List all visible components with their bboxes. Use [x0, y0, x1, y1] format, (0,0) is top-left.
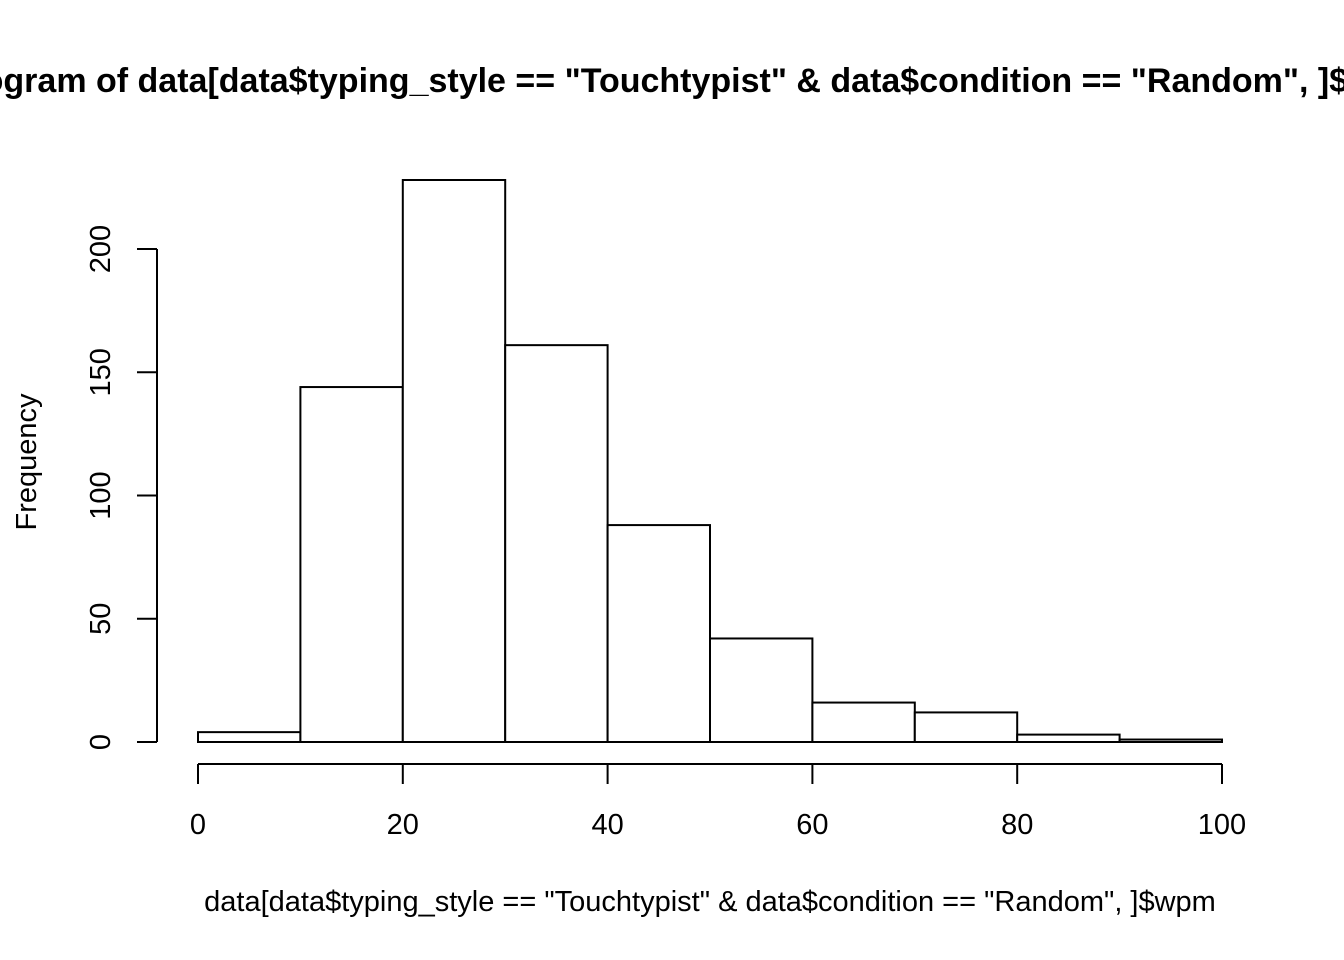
y-tick-label: 0 [85, 734, 117, 750]
y-tick-label: 100 [85, 471, 117, 519]
x-tick-label: 60 [796, 809, 828, 841]
histogram-bar [1118, 738, 1223, 744]
histogram-bar [913, 711, 1019, 744]
x-tick-label: 80 [1001, 809, 1033, 841]
x-tick-label: 100 [1198, 809, 1246, 841]
x-tick-label: 40 [591, 809, 623, 841]
y-tick-label: 150 [85, 348, 117, 396]
x-tick-label: 20 [387, 809, 419, 841]
y-axis: 0 50 100 150 200 [85, 225, 158, 750]
y-tick-label: 50 [85, 603, 117, 635]
x-axis: 0 20 40 60 80 100 [190, 763, 1246, 841]
histogram-bar [606, 524, 711, 743]
histogram-bar [401, 179, 507, 743]
y-axis-label: Frequency [11, 393, 43, 531]
chart-title: Histogram of data[data$typing_style == "… [0, 62, 1344, 100]
x-axis-label: data[data$typing_style == "Touchtypist" … [204, 886, 1216, 918]
x-tick-label: 0 [190, 809, 206, 841]
histogram-bar [299, 386, 404, 743]
histogram-bar [811, 701, 916, 743]
y-tick-label: 200 [85, 225, 117, 273]
histogram-bar [504, 344, 609, 743]
histogram-bar [1016, 733, 1121, 744]
histogram-bar [709, 637, 814, 744]
histogram-bar [197, 731, 302, 744]
bars-group [197, 179, 1223, 744]
